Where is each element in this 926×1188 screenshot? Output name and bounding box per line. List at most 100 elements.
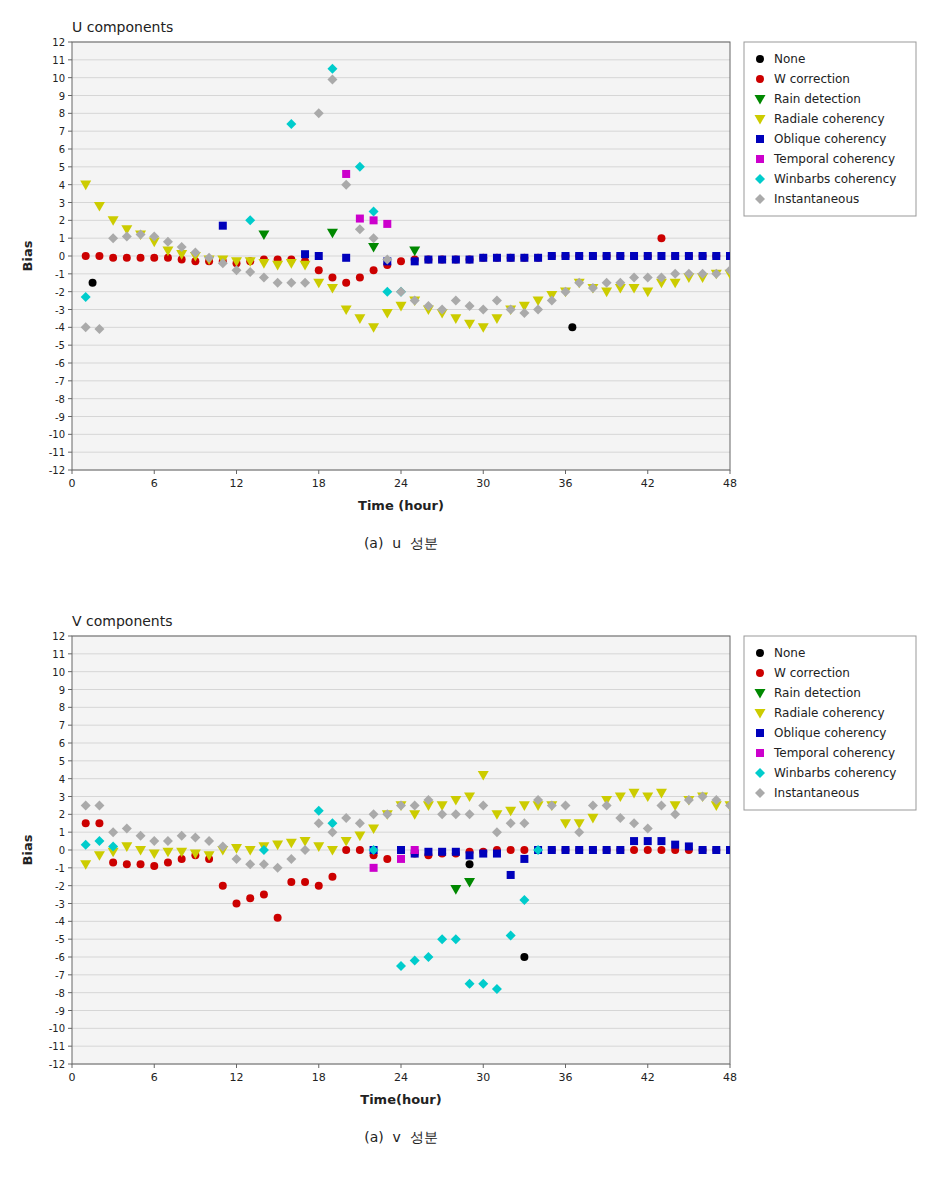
point: [451, 934, 461, 944]
tick-mark: [68, 113, 72, 114]
point: [258, 259, 269, 269]
y-axis-label: Bias: [20, 834, 35, 865]
point: [534, 254, 542, 262]
tick-mark: [68, 309, 72, 310]
tick-mark: [68, 398, 72, 399]
tick-mark: [68, 434, 72, 435]
point: [108, 216, 119, 226]
point: [698, 792, 708, 802]
point: [507, 254, 515, 262]
tick-mark: [68, 363, 72, 364]
point: [478, 771, 489, 781]
point: [643, 824, 653, 834]
point: [327, 229, 338, 239]
point: [94, 202, 105, 212]
legend-marker: [755, 174, 765, 184]
grid-line: [72, 832, 730, 833]
tick-mark: [68, 1064, 72, 1065]
point: [519, 895, 529, 905]
tick-label: 11: [52, 55, 65, 66]
point: [204, 836, 214, 846]
point: [493, 850, 501, 858]
legend-label: Radiale coherency: [774, 112, 885, 126]
point: [274, 914, 282, 922]
caption: (a) u 성분: [364, 535, 438, 551]
point: [163, 237, 173, 247]
tick-label: 4: [59, 774, 65, 785]
grid-line: [72, 131, 730, 132]
tick-mark: [68, 1028, 72, 1029]
series: [82, 234, 730, 287]
point: [711, 795, 721, 805]
legend-marker: [755, 194, 765, 204]
tick-mark: [68, 974, 72, 975]
tick-mark: [483, 1064, 484, 1068]
point: [479, 254, 487, 262]
plot-frame: [72, 636, 730, 1064]
legend-marker: [756, 55, 764, 63]
point: [630, 837, 638, 845]
tick-label: -5: [55, 934, 65, 945]
grid-line: [72, 992, 730, 993]
tick-mark: [68, 77, 72, 78]
tick-label: 18: [312, 477, 326, 490]
point: [547, 800, 557, 810]
tick-mark: [68, 202, 72, 203]
point: [630, 846, 638, 854]
point: [602, 278, 612, 288]
point: [396, 961, 406, 971]
legend-marker: [755, 788, 765, 798]
point: [382, 810, 393, 820]
point: [452, 256, 460, 264]
point: [95, 819, 103, 827]
legend-label: Oblique coherency: [774, 132, 886, 146]
tick-mark: [154, 470, 155, 474]
point: [259, 845, 269, 855]
point: [370, 864, 378, 872]
point: [369, 206, 379, 216]
point: [587, 284, 598, 294]
point: [82, 819, 90, 827]
tick-label: 3: [59, 792, 65, 803]
point: [109, 858, 117, 866]
point: [245, 257, 256, 267]
tick-label: 30: [476, 477, 490, 490]
tick-mark: [68, 743, 72, 744]
tick-mark: [68, 131, 72, 132]
point: [163, 836, 173, 846]
tick-label: -12: [49, 465, 65, 476]
tick-label: -3: [55, 899, 65, 910]
grid-line: [72, 957, 730, 958]
point: [411, 846, 419, 854]
grid-line: [72, 743, 730, 744]
legend-label: Winbarbs coherency: [774, 766, 896, 780]
tick-label: 0: [59, 251, 65, 262]
point: [300, 261, 311, 271]
point: [382, 255, 392, 265]
tick-mark: [68, 291, 72, 292]
point: [548, 252, 556, 260]
tick-mark: [730, 1064, 731, 1068]
point: [589, 252, 597, 260]
point: [602, 800, 612, 810]
point: [137, 254, 145, 262]
tick-mark: [68, 939, 72, 940]
point: [712, 252, 720, 260]
point: [396, 287, 406, 297]
point: [588, 283, 598, 293]
points: [80, 64, 730, 334]
tick-mark: [68, 707, 72, 708]
point: [369, 809, 379, 819]
tick-label: 6: [151, 1071, 158, 1084]
point: [533, 305, 543, 315]
point: [122, 824, 132, 834]
tick-label: 11: [52, 649, 65, 660]
point: [587, 814, 598, 824]
tick-label: 48: [723, 477, 737, 490]
point: [533, 795, 543, 805]
point: [603, 846, 611, 854]
point: [370, 846, 378, 854]
point: [507, 846, 515, 854]
point: [519, 308, 529, 318]
point: [478, 800, 488, 810]
